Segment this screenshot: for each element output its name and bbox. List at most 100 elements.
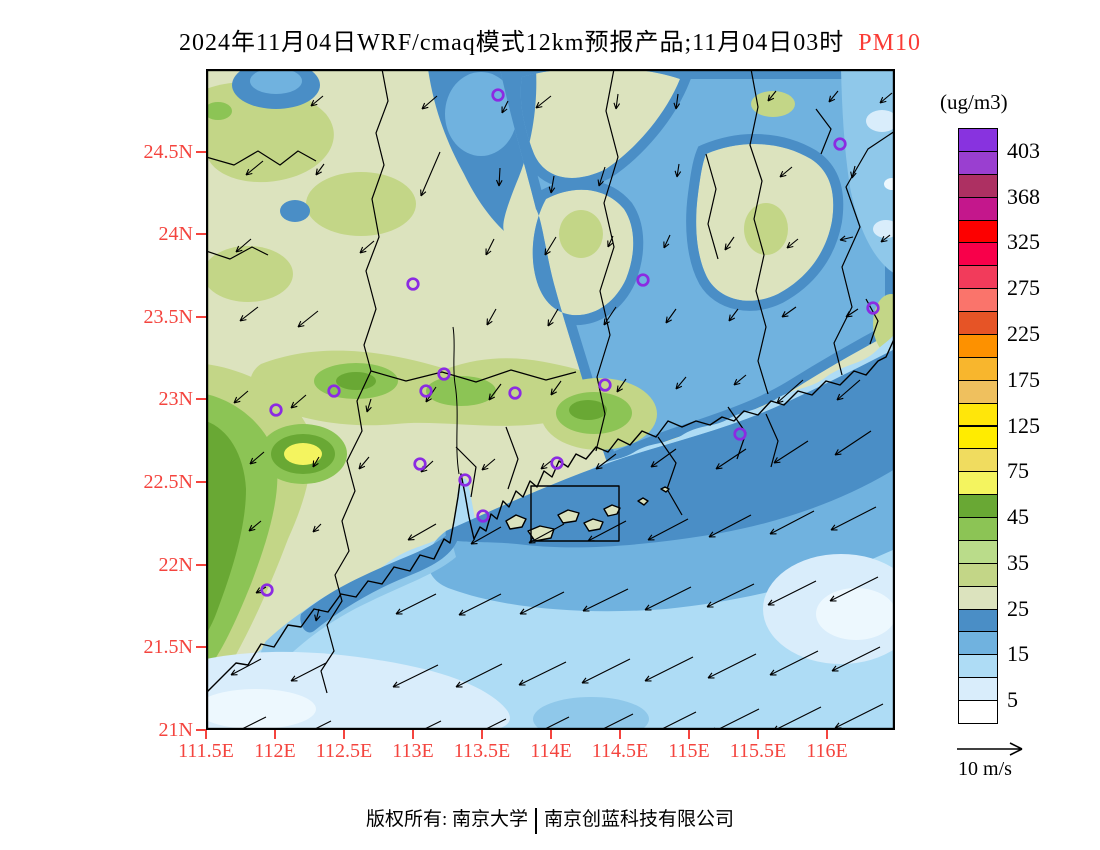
wind-vector xyxy=(233,390,249,404)
lat-tick-label: 22N xyxy=(158,553,193,576)
station-marker xyxy=(419,384,433,398)
wind-vector xyxy=(290,662,327,682)
station-marker xyxy=(260,583,274,597)
footer-divider xyxy=(535,807,537,834)
lon-tick-mark xyxy=(481,730,483,739)
legend-color-block xyxy=(958,196,998,221)
wind-vector xyxy=(779,166,793,178)
legend-tick-label: 45 xyxy=(1007,504,1029,530)
wind-vector xyxy=(650,448,677,468)
wind-vector xyxy=(603,306,617,326)
legend-color-block xyxy=(958,494,998,519)
pollutant-label: PM10 xyxy=(858,30,921,56)
wind-scale-arrow xyxy=(957,742,1023,756)
wind-vector xyxy=(550,380,562,396)
wind-vector-layer xyxy=(230,90,893,730)
wind-vector xyxy=(238,716,267,730)
lon-tick-mark xyxy=(757,730,759,739)
coastline xyxy=(206,336,895,694)
wind-vector xyxy=(644,586,692,611)
wind-vector xyxy=(773,440,809,464)
station-marker xyxy=(636,273,650,287)
wind-vector xyxy=(647,518,689,541)
legend-color-block xyxy=(958,471,998,496)
wind-vector xyxy=(535,95,552,109)
wind-vector xyxy=(245,160,264,176)
wind-vector xyxy=(769,510,815,535)
wind-vector xyxy=(488,383,502,401)
legend-color-block xyxy=(958,402,998,427)
wind-vector xyxy=(544,236,557,256)
legend-color-block xyxy=(958,379,998,404)
legend-color-block xyxy=(958,562,998,587)
page-title: 2024年11月04日WRF/cmaq模式12km预报产品;11月04日03时 P… xyxy=(0,22,1100,57)
lat-tick-label: 24N xyxy=(158,223,193,246)
lon-tick-mark xyxy=(619,730,621,739)
legend-tick-label: 35 xyxy=(1007,549,1029,575)
legend-tick-label: 5 xyxy=(1007,687,1018,713)
station-marker xyxy=(733,427,747,441)
station-marker xyxy=(508,386,522,400)
wind-vector xyxy=(834,430,872,456)
wind-vector xyxy=(769,650,819,676)
legend-color-block xyxy=(958,585,998,610)
lat-tick-label: 23.5N xyxy=(143,305,193,328)
wind-vector xyxy=(235,238,252,253)
wind-vector xyxy=(230,658,262,676)
wind-vector xyxy=(707,653,757,679)
wind-vector xyxy=(733,374,747,386)
wind-vector xyxy=(310,95,324,107)
wind-vector xyxy=(708,514,752,538)
lat-tick-label: 21.5N xyxy=(143,636,193,659)
wind-vector xyxy=(836,379,861,401)
station-marker xyxy=(327,384,341,398)
lon-tick-label: 114E xyxy=(530,740,572,762)
wind-vector xyxy=(828,90,839,103)
wind-vector xyxy=(519,591,565,615)
station-marker xyxy=(458,473,472,487)
wind-vector xyxy=(312,456,320,468)
wind-vector xyxy=(879,92,893,104)
lat-tick-mark xyxy=(196,729,206,731)
legend-tick-label: 403 xyxy=(1007,137,1040,163)
legend-color-block xyxy=(958,654,998,679)
forecast-map-canvas xyxy=(206,69,895,730)
legend-color-block xyxy=(958,242,998,267)
wind-scale-label: 10 m/s xyxy=(958,758,1012,780)
station-marker xyxy=(491,88,505,102)
wind-vector xyxy=(582,588,629,612)
wind-vector xyxy=(297,310,319,328)
wind-vector xyxy=(486,308,497,326)
wind-vector xyxy=(781,306,797,318)
title-text: 2024年11月04日WRF/cmaq模式12km预报产品;11月04日03时 xyxy=(179,30,845,56)
hk-boundary-box xyxy=(530,485,620,542)
lon-tick-label: 112E xyxy=(254,740,296,762)
lon-tick-label: 115.5E xyxy=(729,740,787,762)
legend-tick-label: 75 xyxy=(1007,458,1029,484)
wind-vector xyxy=(365,398,372,413)
wind-vector xyxy=(581,658,631,684)
legend-color-block xyxy=(958,265,998,290)
lon-tick-mark xyxy=(550,730,552,739)
wind-vector xyxy=(239,306,259,322)
lat-tick-mark xyxy=(196,646,206,649)
lon-tick-mark xyxy=(274,730,276,739)
lon-tick-label: 111.5E xyxy=(178,740,234,762)
lat-tick-mark xyxy=(196,315,206,318)
wind-vector xyxy=(599,713,634,730)
legend-tick-label: 225 xyxy=(1007,320,1040,346)
wind-vector xyxy=(728,308,739,322)
station-marker xyxy=(476,509,490,523)
wind-vector xyxy=(665,308,677,324)
legend-color-block xyxy=(958,539,998,564)
wind-vector xyxy=(470,526,502,545)
wind-vector xyxy=(358,456,370,470)
wind-vector xyxy=(528,523,565,544)
wind-vector xyxy=(547,308,559,327)
wind-vector xyxy=(485,238,495,256)
wind-vector xyxy=(607,235,614,248)
wind-vector xyxy=(613,93,621,110)
wind-vector xyxy=(314,608,321,622)
wind-vector xyxy=(597,166,606,187)
